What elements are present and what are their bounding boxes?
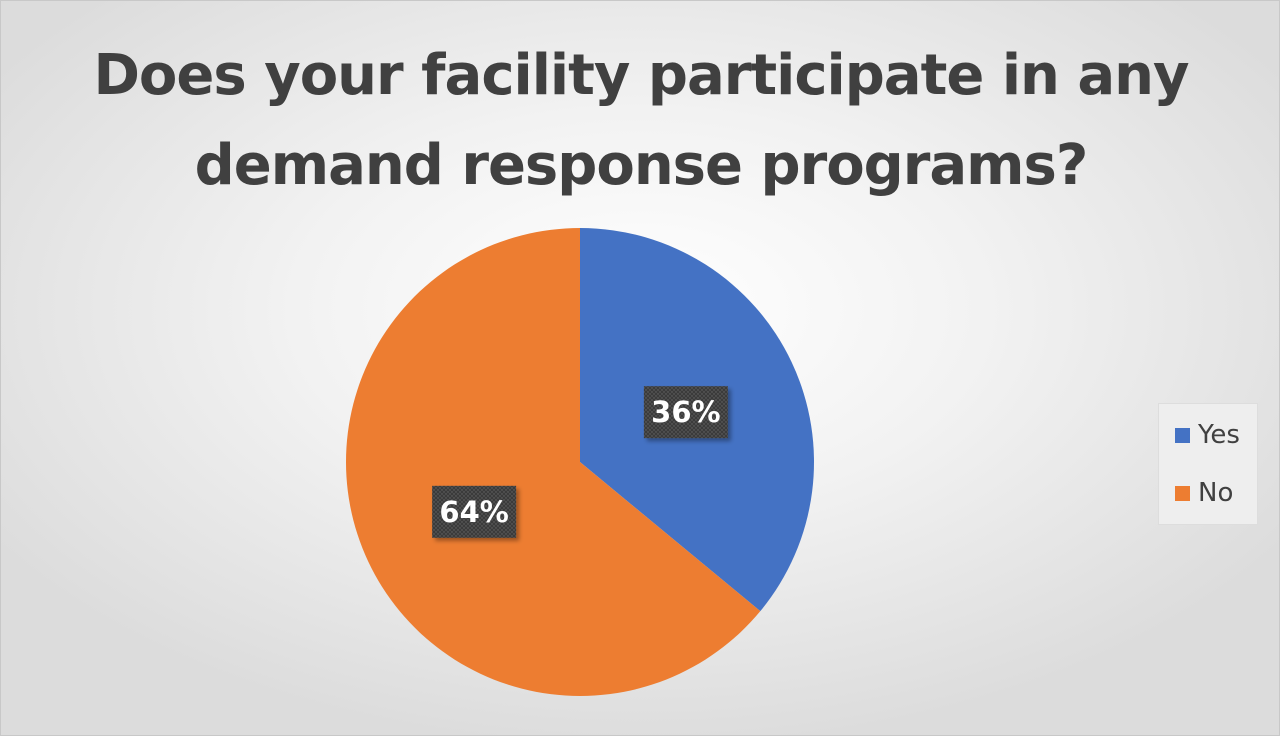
legend-swatch-yes: [1175, 427, 1190, 443]
legend-label-no: No: [1198, 478, 1234, 508]
data-label-no: 64%: [432, 485, 517, 538]
pie-slice-no: [346, 228, 761, 696]
legend-label-yes: Yes: [1198, 420, 1240, 450]
data-label-box: [432, 485, 517, 538]
chart-title: Does your facility participate in any de…: [93, 43, 1189, 198]
data-label-text: 36%: [651, 395, 720, 429]
data-label-box: [643, 386, 728, 439]
legend-item-no: No: [1175, 478, 1233, 508]
data-label-text: 64%: [439, 495, 508, 529]
data-label-yes: 36%: [643, 386, 728, 439]
legend-item-yes: Yes: [1175, 420, 1240, 450]
legend-swatch-no: [1175, 485, 1190, 501]
chart-legend: Yes No: [1158, 403, 1258, 525]
